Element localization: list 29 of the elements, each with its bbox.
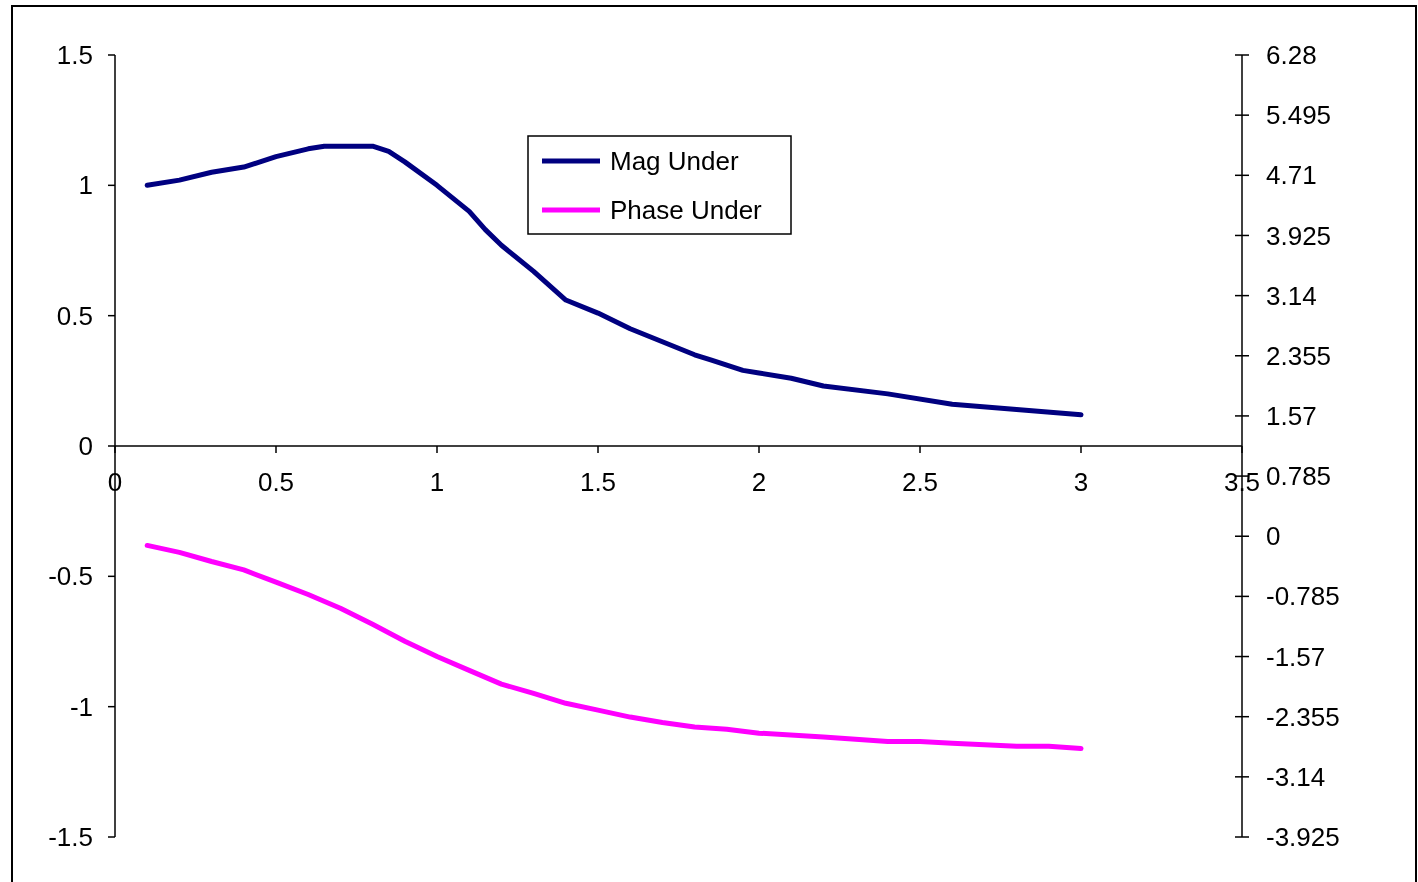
y2-tick-label: 3.14 — [1266, 280, 1317, 311]
y2-tick-label: 5.495 — [1266, 100, 1332, 131]
y2-tick-label: 2.355 — [1266, 340, 1332, 371]
y-tick-label: 0 — [78, 431, 93, 462]
y2-tick-label: -1.57 — [1266, 641, 1326, 672]
y-tick-label: -1 — [69, 691, 93, 722]
legend-label: Phase Under — [610, 195, 763, 226]
y2-tick-label: -3.14 — [1266, 761, 1326, 792]
x-tick-label: 2 — [751, 467, 767, 497]
y2-tick-label: 6.28 — [1266, 40, 1317, 71]
legend-label: Mag Under — [610, 146, 739, 177]
y2-tick-label: -0.785 — [1266, 581, 1340, 612]
y2-tick-label: 4.71 — [1266, 160, 1317, 191]
x-tick-label: 2.5 — [901, 467, 939, 497]
x-tick-label: 1.5 — [579, 467, 617, 497]
y2-tick-label: -2.355 — [1266, 701, 1340, 732]
y-tick-label: 1 — [78, 170, 93, 201]
y2-tick-label: 1.57 — [1266, 401, 1317, 432]
x-tick-label: 3 — [1073, 467, 1089, 497]
y-tick-label: -0.5 — [48, 561, 93, 592]
x-tick-label: 1 — [429, 467, 445, 497]
y2-tick-label: -3.925 — [1266, 822, 1340, 853]
y-tick-label: 1.5 — [56, 40, 93, 71]
y2-tick-label: 0.785 — [1266, 461, 1332, 492]
y-tick-label: -1.5 — [48, 822, 93, 853]
x-tick-label: 0.5 — [257, 467, 295, 497]
y2-tick-label: 0 — [1266, 521, 1281, 552]
y2-tick-label: 3.925 — [1266, 220, 1332, 251]
y-tick-label: 0.5 — [56, 300, 93, 331]
